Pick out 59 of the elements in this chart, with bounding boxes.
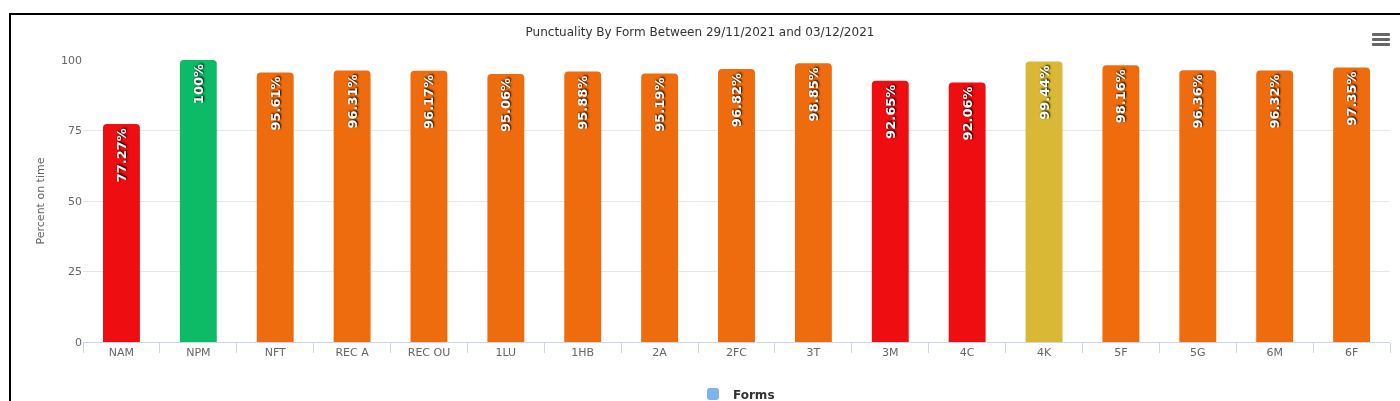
data-label: 98.85% — [805, 67, 821, 122]
data-label: 99.44% — [1036, 65, 1052, 120]
y-tick-label: 0 — [75, 335, 82, 349]
x-tick-label: 6F — [1344, 346, 1359, 360]
bar — [487, 73, 525, 342]
bar — [871, 80, 909, 342]
data-label: 77.27% — [113, 128, 129, 183]
bar — [179, 60, 217, 342]
data-label: 96.17% — [421, 74, 437, 129]
x-tick-label: REC OU — [407, 346, 451, 360]
x-tick-label: 2FC — [725, 346, 748, 360]
x-tick-label: 4C — [959, 346, 975, 360]
data-label: 95.06% — [498, 77, 514, 133]
x-tick-label: 1LU — [495, 346, 517, 360]
chart-title: Punctuality By Form Between 29/11/2021 and 03/12/2021 — [525, 25, 875, 40]
x-tick-label: 1HB — [571, 346, 595, 360]
bar — [794, 63, 832, 342]
data-label: 98.16% — [1113, 69, 1129, 124]
data-label: 96.32% — [1267, 74, 1283, 129]
bar — [256, 72, 294, 342]
data-label: 95.61% — [267, 76, 283, 131]
y-axis-title: Percent on time — [33, 157, 47, 245]
data-label: 96.82% — [729, 72, 744, 128]
data-label: 96.36% — [1190, 74, 1206, 129]
data-label: 100% — [190, 64, 206, 105]
x-tick-label: 5G — [1190, 346, 1206, 360]
y-tick-label: 25 — [68, 265, 82, 279]
data-label: 95.88% — [575, 75, 591, 130]
x-tick-label: 3T — [806, 346, 821, 360]
bar — [948, 82, 986, 342]
bar — [718, 68, 755, 342]
x-tick-label: 6M — [1266, 346, 1283, 360]
data-label: 97.35% — [1344, 71, 1360, 126]
x-tick-label: NFT — [264, 346, 287, 360]
bar — [410, 70, 448, 342]
x-tick-label: 5F — [1114, 346, 1128, 360]
x-tick-label: 3M — [882, 346, 899, 360]
data-label: 92.06% — [959, 86, 975, 141]
bar — [333, 70, 371, 342]
y-tick-label: 75 — [68, 124, 82, 138]
x-tick-label: 2A — [652, 346, 668, 360]
bar — [1256, 70, 1294, 342]
x-tick-label: NAM — [108, 346, 135, 360]
data-label: 95.19% — [652, 77, 668, 132]
bar — [1333, 67, 1371, 342]
bar — [1102, 65, 1140, 342]
bar — [641, 73, 679, 342]
bar — [102, 124, 140, 342]
y-tick-label: 50 — [68, 194, 82, 208]
x-tick-label: REC A — [335, 346, 370, 360]
bar — [1025, 61, 1063, 342]
bar — [564, 71, 602, 342]
text: Forms — [733, 387, 775, 401]
data-label: 96.31% — [344, 74, 360, 129]
data-label: 92.65% — [882, 84, 898, 139]
x-tick-label: NPM — [186, 346, 211, 360]
x-tick-label: 4K — [1036, 346, 1052, 360]
y-tick-label: 100 — [61, 53, 82, 67]
bar — [1179, 70, 1217, 342]
